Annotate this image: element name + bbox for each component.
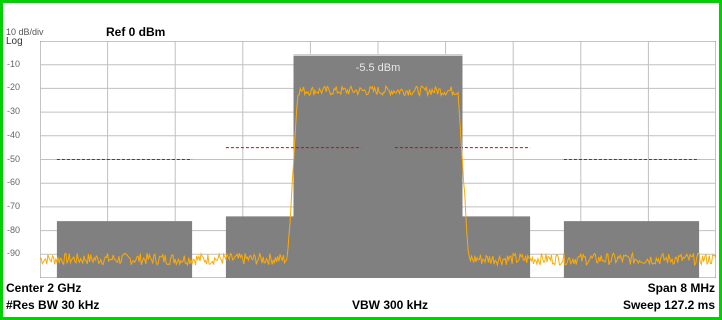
adjacent-channel-block (56, 221, 193, 278)
ref-level-label: Ref 0 dBm (106, 25, 166, 39)
y-tick-label: -30 (7, 106, 21, 117)
y-tick-label: -50 (7, 153, 21, 164)
vbw-value: VBW 300 kHz (352, 298, 429, 312)
y-tick-label: -40 (7, 129, 21, 140)
sweep-value: Sweep 127.2 ms (622, 298, 715, 312)
y-tick-label: -10 (7, 58, 21, 69)
main-channel-power-label: -5.5 dBm (356, 62, 401, 74)
center-frequency: Center 2 GHz (6, 281, 82, 295)
y-tick-label: -70 (7, 200, 21, 211)
span-value: Span 8 MHz (647, 281, 715, 295)
spectrum-trace (40, 84, 716, 267)
y-tick-label: -90 (7, 248, 21, 259)
y-tick-label: -80 (7, 224, 21, 235)
res-bw-value: #Res BW 30 kHz (6, 298, 100, 312)
y-tick-label: -60 (7, 177, 21, 188)
adjacent-channel-block (563, 221, 700, 278)
y-tick-label: -20 (7, 82, 21, 93)
scale-label: 10 dB/div (6, 27, 44, 37)
spectrum-plot: -5.5 dBm (40, 41, 716, 278)
log-label: Log (6, 36, 23, 47)
